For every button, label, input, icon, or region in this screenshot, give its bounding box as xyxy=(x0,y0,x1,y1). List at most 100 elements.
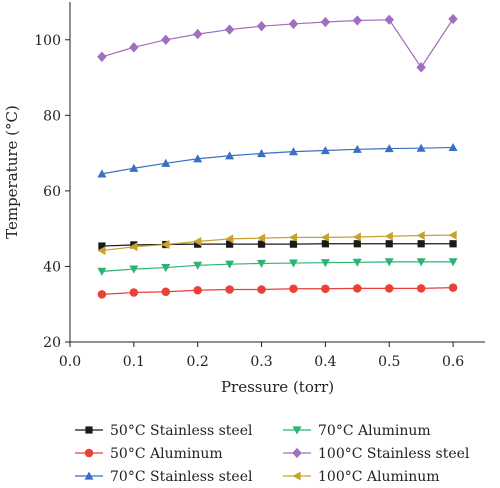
data-point xyxy=(384,14,394,25)
y-tick-label: 40 xyxy=(43,259,61,275)
series-3 xyxy=(97,258,458,276)
data-point xyxy=(226,240,234,248)
legend-label: 50°C Aluminum xyxy=(110,446,223,462)
series-2 xyxy=(97,142,458,178)
data-point xyxy=(353,284,362,293)
series-4 xyxy=(97,13,458,73)
data-point xyxy=(417,240,425,248)
series-5 xyxy=(97,230,457,256)
data-point xyxy=(448,283,458,292)
data-point xyxy=(320,259,330,268)
x-ticks: 0.0 0.1 0.2 0.3 0.4 0.5 0.6 xyxy=(59,342,464,370)
data-point xyxy=(129,163,139,172)
series-layer xyxy=(97,13,458,299)
data-point xyxy=(161,34,171,45)
data-point xyxy=(98,242,106,250)
data-point xyxy=(448,142,458,152)
legend-marker xyxy=(292,447,302,459)
data-point xyxy=(288,147,298,156)
y-tick-label: 60 xyxy=(43,184,61,200)
data-point xyxy=(161,240,170,250)
x-axis-title: Pressure (torr) xyxy=(221,378,334,396)
data-point xyxy=(321,240,329,248)
data-point xyxy=(129,242,138,252)
data-point xyxy=(257,148,267,158)
legend-marker xyxy=(84,471,94,480)
data-point xyxy=(320,145,330,155)
data-point xyxy=(192,28,203,40)
legend-marker xyxy=(84,448,94,458)
data-point xyxy=(193,154,203,163)
data-point xyxy=(416,284,426,293)
data-point xyxy=(321,284,330,294)
data-point xyxy=(129,288,139,297)
legend-marker xyxy=(85,426,93,434)
series-1 xyxy=(97,283,458,299)
legend-item: 70°C Stainless steel xyxy=(75,469,253,485)
data-point xyxy=(257,259,267,268)
data-point xyxy=(289,240,298,248)
data-point xyxy=(193,285,202,295)
data-point xyxy=(129,42,139,53)
legend-item: 100°C Aluminum xyxy=(283,469,440,485)
data-point xyxy=(384,231,393,241)
x-tick-label: 0.1 xyxy=(123,354,145,370)
data-point xyxy=(129,265,139,274)
data-point xyxy=(97,169,107,178)
y-tick-label: 80 xyxy=(43,108,61,124)
data-point xyxy=(97,267,107,276)
data-point xyxy=(289,284,298,294)
data-point xyxy=(193,237,202,247)
legend-item: 50°C Stainless steel xyxy=(75,423,253,439)
data-point xyxy=(288,18,299,30)
data-point xyxy=(384,258,394,267)
data-point xyxy=(448,230,457,240)
legend-item: 70°C Aluminum xyxy=(283,423,431,439)
data-point xyxy=(225,285,234,294)
data-point xyxy=(416,230,425,240)
legend-label: 70°C Stainless steel xyxy=(110,469,253,485)
data-point xyxy=(449,240,457,248)
data-point xyxy=(161,287,171,297)
series-line xyxy=(101,234,454,252)
series-line xyxy=(101,146,454,175)
data-point xyxy=(384,144,394,153)
data-point xyxy=(416,143,426,152)
x-tick-label: 0.5 xyxy=(378,354,400,370)
legend-marker xyxy=(292,471,301,481)
data-point xyxy=(416,258,426,267)
y-axis-title: Temperature (°C) xyxy=(3,105,21,239)
data-point xyxy=(97,246,106,256)
x-tick-label: 0.6 xyxy=(442,354,464,370)
axes xyxy=(69,2,485,343)
legend: 50°C Stainless steel 50°C Aluminum 70°C St… xyxy=(75,423,470,485)
y-tick-label: 20 xyxy=(43,335,61,351)
data-point xyxy=(257,285,266,294)
data-point xyxy=(448,13,458,25)
data-point xyxy=(257,240,266,248)
x-tick-label: 0.3 xyxy=(250,354,272,370)
legend-label: 50°C Stainless steel xyxy=(110,423,253,439)
data-point xyxy=(288,232,298,242)
series-line xyxy=(101,287,454,295)
series-line xyxy=(101,261,454,272)
data-point xyxy=(352,144,362,153)
data-point xyxy=(416,62,426,73)
legend-item: 100°C Stainless steel xyxy=(283,446,470,462)
data-point xyxy=(161,263,171,273)
legend-label: 100°C Aluminum xyxy=(318,469,440,485)
x-tick-label: 0.4 xyxy=(314,354,336,370)
data-point xyxy=(320,16,331,28)
data-point xyxy=(448,258,458,267)
data-point xyxy=(97,290,107,299)
legend-label: 100°C Stainless steel xyxy=(318,446,470,462)
data-point xyxy=(353,240,361,248)
data-point xyxy=(320,232,329,242)
x-tick-label: 0.2 xyxy=(187,354,209,370)
y-tick-label: 100 xyxy=(34,33,61,49)
series-line xyxy=(101,18,454,69)
data-point xyxy=(256,21,267,32)
data-point xyxy=(352,232,361,242)
data-point xyxy=(225,260,235,269)
